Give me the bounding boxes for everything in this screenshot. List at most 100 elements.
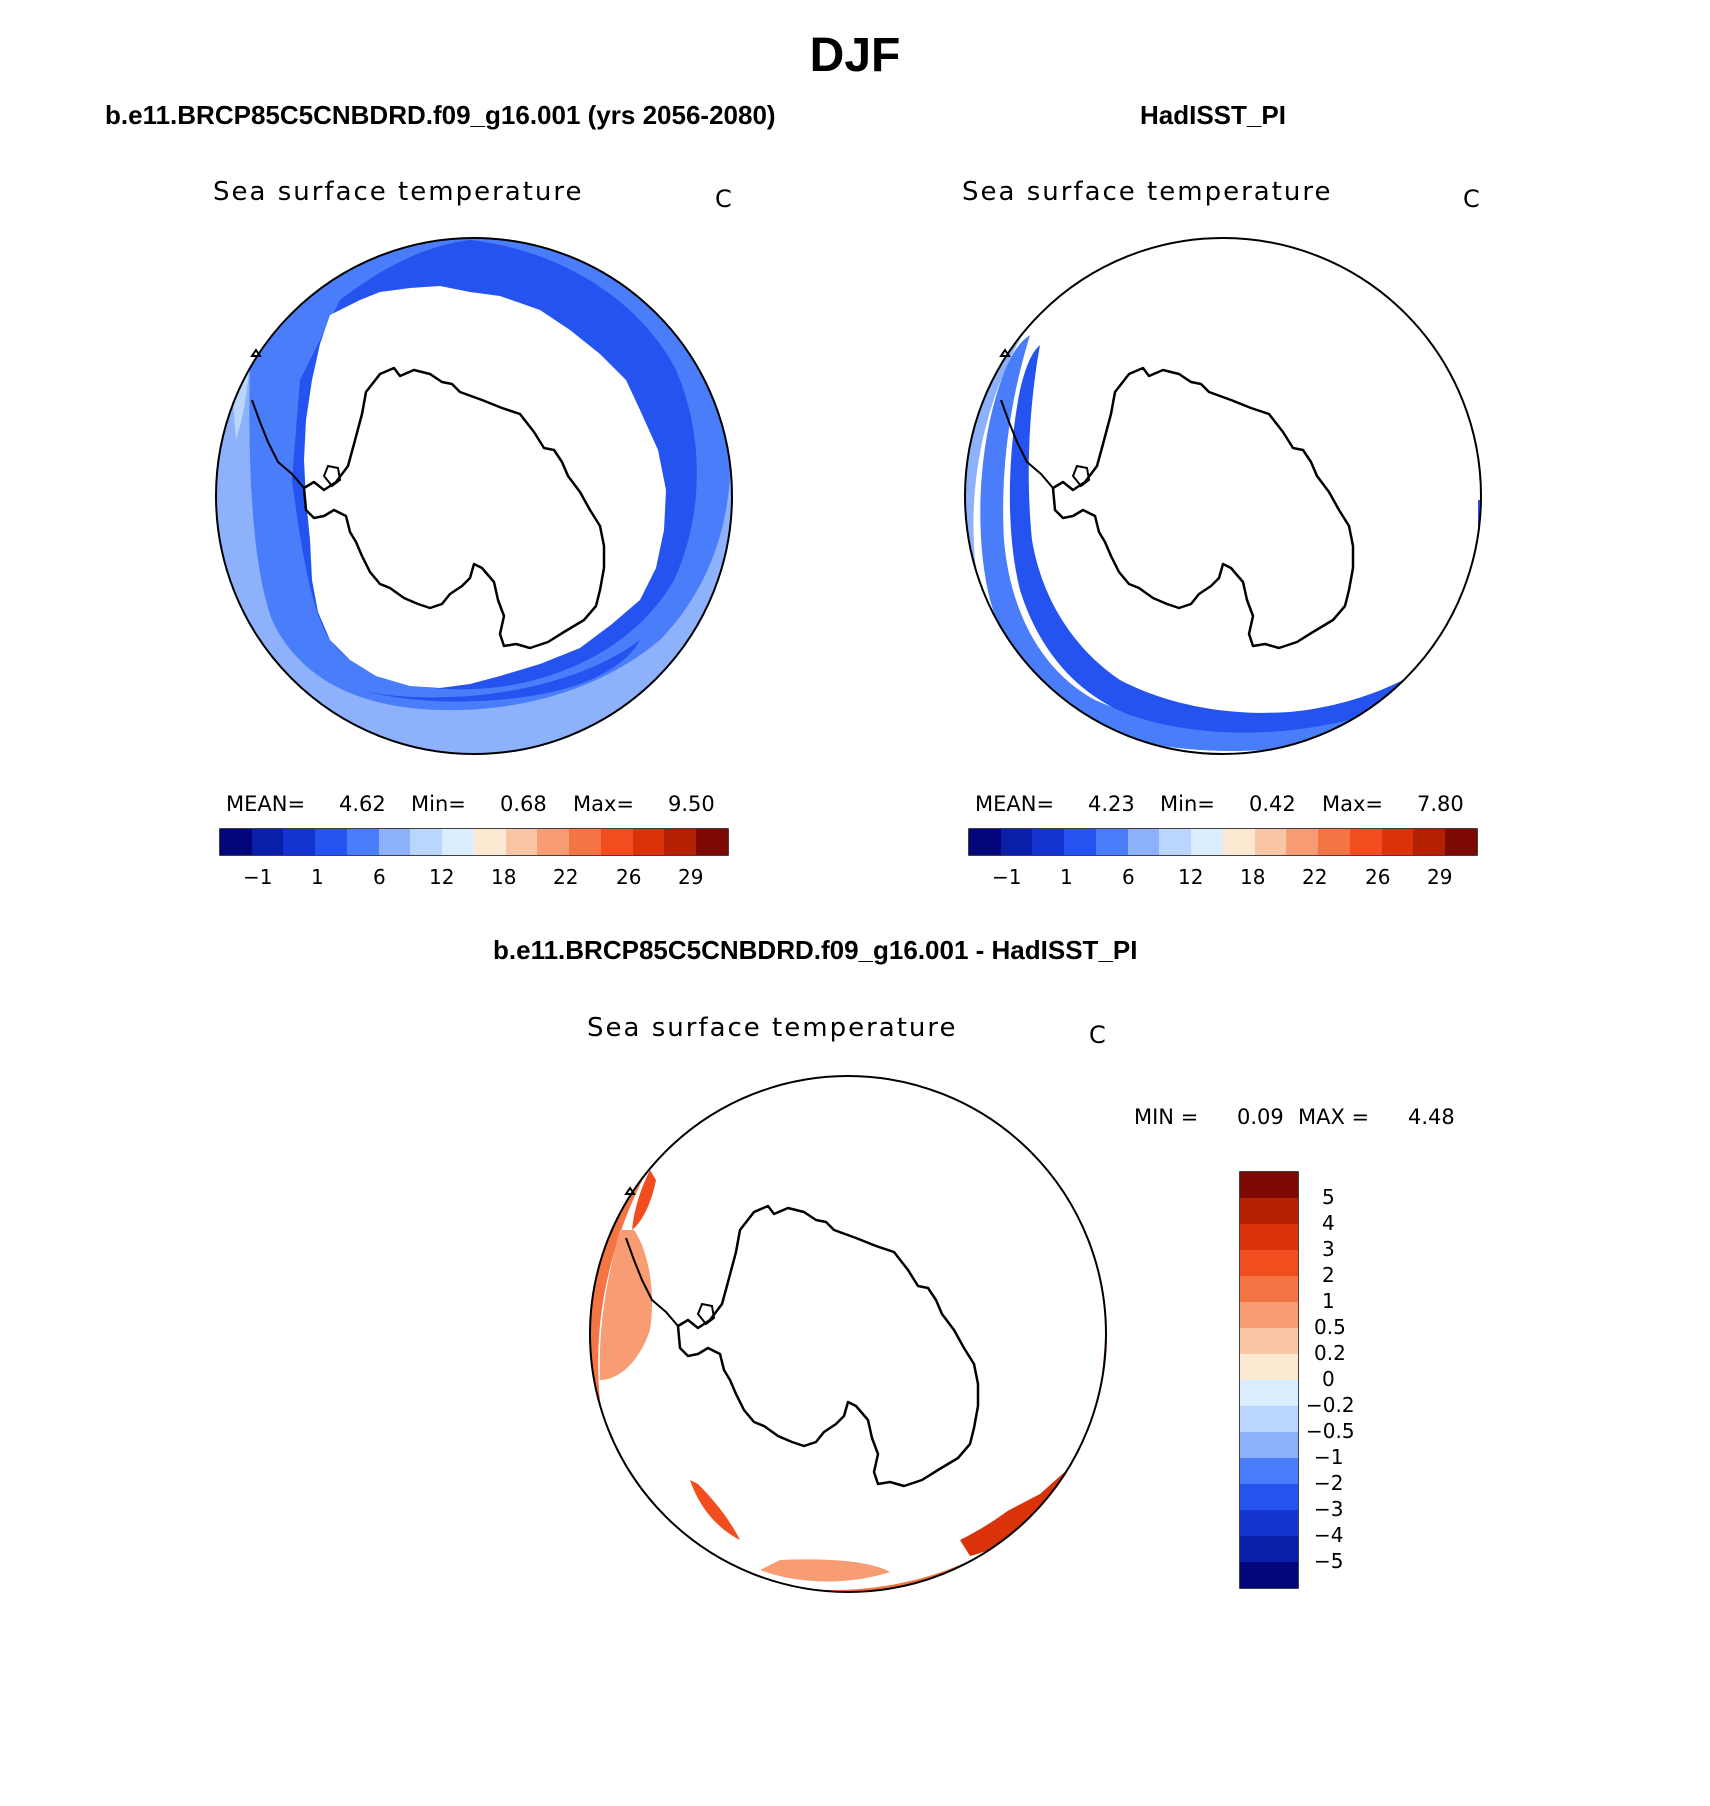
diff-max-value: 4.48 <box>1408 1105 1455 1129</box>
panel-2-min-label: Min= <box>1160 792 1215 816</box>
panel-1-cbar-swatch <box>696 829 728 855</box>
panel-2-cbar-swatch <box>1223 829 1255 855</box>
diff-cbar-swatch <box>1240 1510 1298 1536</box>
panel-2-cbar-swatch <box>1350 829 1382 855</box>
panel-1-cbar-label: −1 <box>243 865 273 889</box>
panel-1-units: C <box>715 185 732 213</box>
diff-cbar-swatch <box>1240 1536 1298 1562</box>
panel-2-cbar-swatch <box>1064 829 1096 855</box>
diff-cbar-label: 0.5 <box>1314 1315 1346 1339</box>
panel-2-cbar-swatch <box>1318 829 1350 855</box>
diff-cbar-label: 3 <box>1322 1237 1335 1261</box>
panel-2-min-value: 0.42 <box>1249 792 1296 816</box>
panel-2-cbar-swatch <box>1255 829 1286 855</box>
diff-cbar-swatch <box>1240 1276 1298 1302</box>
panel-1-mean-value: 4.62 <box>339 792 386 816</box>
diff-min-value: 0.09 <box>1237 1105 1284 1129</box>
panel-1-cbar-swatch <box>601 829 633 855</box>
diff-cbar-swatch <box>1240 1250 1298 1276</box>
panel-2-mean-value: 4.23 <box>1088 792 1135 816</box>
diff-cbar-label: 0 <box>1322 1367 1335 1391</box>
diff-min-label: MIN = <box>1134 1105 1199 1129</box>
panel-1-max-label: Max= <box>573 792 635 816</box>
panel-2-cbar-swatch <box>1191 829 1223 855</box>
panel-1-cbar-swatch <box>410 829 442 855</box>
panel-2-variable: Sea surface temperature <box>962 177 1333 207</box>
panel-1-cbar-label: 26 <box>616 865 642 889</box>
diff-cbar-label: −0.2 <box>1306 1393 1355 1417</box>
panel-1-mean-label: MEAN= <box>226 792 306 816</box>
panel-2-max-value: 7.80 <box>1417 792 1464 816</box>
panel-2-cbar-swatch <box>1159 829 1191 855</box>
panel-1-cbar-swatch <box>633 829 664 855</box>
panel-1-min-label: Min= <box>411 792 466 816</box>
panel-2-cbar-label: 18 <box>1240 865 1266 889</box>
panel-1-cbar-label: 18 <box>491 865 517 889</box>
panel-2-title: HadISST_PI <box>1140 100 1286 130</box>
panel-2-cbar-label: 12 <box>1178 865 1204 889</box>
diff-cbar-label: −2 <box>1314 1471 1344 1495</box>
diff-cbar-label: −4 <box>1314 1523 1344 1547</box>
figure-title: DJF <box>809 29 901 82</box>
panel-1-cbar-swatch <box>347 829 379 855</box>
diff-cbar-swatch <box>1240 1354 1298 1380</box>
diff-cbar-label: 1 <box>1322 1289 1335 1313</box>
diff-max-label: MAX = <box>1298 1105 1370 1129</box>
panel-1-cbar-label: 1 <box>311 865 324 889</box>
diff-cbar-label: 4 <box>1322 1211 1335 1235</box>
panel-2-cbar-swatch <box>1096 829 1128 855</box>
panel-1-map <box>215 237 733 856</box>
diff-cbar-swatch <box>1240 1172 1298 1198</box>
panel-1-cbar-swatch <box>252 829 283 855</box>
panel-2-cbar-swatch <box>1382 829 1413 855</box>
panel-1-cbar-swatch <box>315 829 347 855</box>
diff-cbar-swatch <box>1240 1458 1298 1484</box>
diff-cbar-swatch <box>1240 1198 1298 1224</box>
panel-1-variable: Sea surface temperature <box>213 177 584 207</box>
panel-1-cbar-label: 29 <box>678 865 704 889</box>
diff-map <box>589 1075 1299 1593</box>
panel-2-cbar-label: −1 <box>992 865 1022 889</box>
panel-2-cbar-swatch <box>1413 829 1445 855</box>
diff-cbar-label: −3 <box>1314 1497 1344 1521</box>
panel-2-cbar-swatch <box>1128 829 1159 855</box>
diff-cbar-swatch <box>1240 1406 1298 1432</box>
panel-1-cbar-swatch <box>283 829 315 855</box>
diff-cbar-swatch <box>1240 1328 1298 1354</box>
panel-1-title: b.e11.BRCP85C5CNBDRD.f09_g16.001 (yrs 20… <box>105 100 776 130</box>
panel-1-cbar-label: 12 <box>429 865 455 889</box>
diff-cbar-label: −0.5 <box>1306 1419 1355 1443</box>
panel-2-map <box>964 237 1482 856</box>
diff-cbar-swatch <box>1240 1484 1298 1510</box>
panel-2-max-label: Max= <box>1322 792 1384 816</box>
diff-cbar-label: 5 <box>1322 1185 1335 1209</box>
panel-1-min-value: 0.68 <box>500 792 547 816</box>
panel-1-cbar-swatch <box>220 829 252 855</box>
panel-2-cbar-swatch <box>1001 829 1032 855</box>
diff-cbar-swatch <box>1240 1562 1298 1588</box>
panel-2-cbar-label: 6 <box>1122 865 1135 889</box>
panel-2-cbar-swatch <box>1032 829 1064 855</box>
diff-cbar-swatch <box>1240 1380 1298 1406</box>
diff-panel-units: C <box>1089 1021 1106 1049</box>
diff-cbar-label: 2 <box>1322 1263 1335 1287</box>
panel-1-cbar-label: 6 <box>373 865 386 889</box>
panel-1-cbar-swatch <box>442 829 474 855</box>
panel-2-mean-label: MEAN= <box>975 792 1055 816</box>
panel-2-cbar-label: 29 <box>1427 865 1453 889</box>
panel-1-cbar-swatch <box>506 829 537 855</box>
panel-1-cbar-label: 22 <box>553 865 579 889</box>
diff-cbar-label: −5 <box>1314 1549 1344 1573</box>
panel-1-cbar-swatch <box>664 829 696 855</box>
panel-2-cbar-label: 1 <box>1060 865 1073 889</box>
diff-cbar-swatch <box>1240 1302 1298 1328</box>
panel-2-cbar-swatch <box>1286 829 1318 855</box>
panel-1-cbar-swatch <box>379 829 410 855</box>
panel-1-cbar-swatch <box>537 829 569 855</box>
panel-2-cbar-label: 22 <box>1302 865 1328 889</box>
diff-cbar-label: 0.2 <box>1314 1341 1346 1365</box>
panel-1-cbar-swatch <box>569 829 601 855</box>
diff-cbar-swatch <box>1240 1224 1298 1250</box>
diff-panel-title: b.e11.BRCP85C5CNBDRD.f09_g16.001 - HadIS… <box>493 935 1138 965</box>
